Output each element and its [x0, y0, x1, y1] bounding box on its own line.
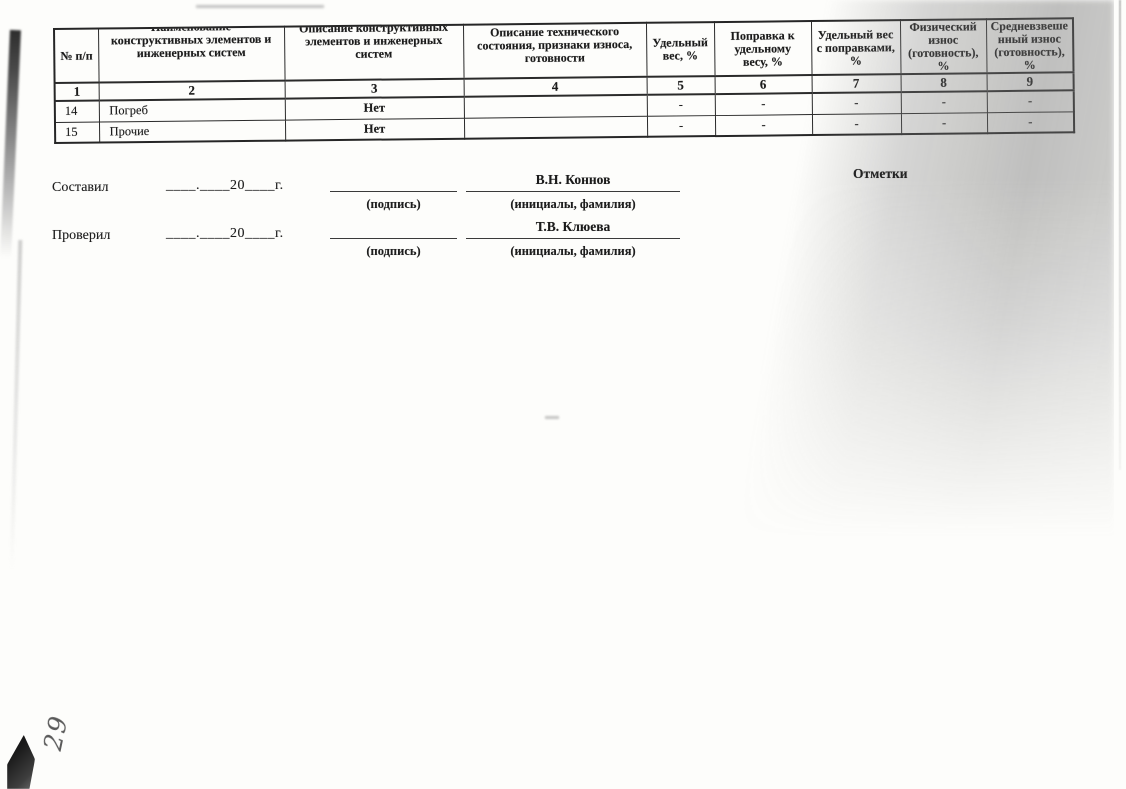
col-num-7: 7 [811, 74, 901, 94]
header-weighted-wear: Средневзвеше нный износ (готовность), % [985, 18, 1074, 74]
checked-name-caption: (инициалы, фамилия) [510, 244, 636, 258]
compiled-name: В.Н. Коннов [535, 172, 611, 187]
row15-number: 15 [54, 121, 100, 143]
header-weight-correction: Поправка к удельному весу, % [713, 21, 812, 77]
header-element-name: Наименование конструктивных элементов и … [98, 26, 285, 83]
checked-name-line [466, 238, 680, 239]
header-technical-condition: Описание технического состояния, признак… [462, 22, 647, 79]
row14-correction: - [714, 93, 812, 116]
row14-corrected-weight: - [811, 92, 901, 115]
header-element-description: Описание конструктивных элементов и инже… [283, 24, 464, 81]
checked-signature-line [330, 238, 457, 239]
scan-speck [545, 416, 559, 419]
compiled-name-caption: (инициалы, фамилия) [510, 197, 636, 211]
scan-corner-shadow-bottom-left [7, 735, 35, 789]
header-physical-wear: Физический износ (готовность), % [899, 19, 987, 75]
row14-weighted-wear: - [986, 90, 1074, 113]
row15-correction: - [714, 114, 813, 137]
row14-number: 14 [54, 100, 99, 122]
row15-physical-wear: - [900, 112, 988, 135]
header-row-number: № п/п [54, 28, 99, 83]
condition-assessment-table: № п/п Наименование конструктивных элемен… [53, 17, 1076, 144]
col-num-4: 4 [463, 76, 647, 97]
scan-page-edge-line [1119, 0, 1121, 470]
scan-smudge-top [196, 5, 324, 8]
checked-date-blank: ____.____20____г. [166, 226, 284, 241]
row14-physical-wear: - [900, 91, 987, 114]
checked-by-label: Проверил [52, 228, 111, 243]
header-corrected-weight: Удельный вес с поправками, % [810, 20, 901, 76]
col-num-1: 1 [54, 82, 99, 101]
col-num-2: 2 [98, 80, 285, 101]
compiled-name-line [466, 191, 680, 192]
row15-weight: - [646, 115, 716, 137]
scan-edge-shadow-left-tail [9, 240, 23, 570]
compiled-by-label: Составил [52, 180, 109, 195]
col-num-5: 5 [646, 76, 715, 95]
row15-condition [463, 115, 648, 139]
row15-description: Нет [284, 117, 465, 141]
handwritten-page-number: 29 [38, 711, 74, 754]
col-num-9: 9 [986, 72, 1074, 92]
row15-weighted-wear: - [986, 111, 1075, 134]
col-num-6: 6 [714, 75, 812, 95]
marks-label: Отметки [853, 166, 908, 181]
compiled-signature-caption: (подпись) [366, 197, 421, 211]
row14-condition [463, 94, 647, 118]
row14-element: Погреб [98, 98, 285, 122]
compiled-signature-line [330, 191, 457, 192]
row14-weight: - [646, 94, 715, 116]
scan-edge-shadow-top-left [0, 29, 21, 259]
compiled-date-blank: ____.____20____г. [166, 178, 284, 193]
row14-description: Нет [284, 96, 464, 120]
checked-name: Т.В. Клюева [535, 219, 611, 234]
col-num-3: 3 [284, 78, 464, 99]
header-specific-weight: Удельный вес, % [645, 22, 715, 77]
col-num-8: 8 [900, 73, 987, 93]
row15-element: Прочие [98, 119, 286, 143]
checked-signature-caption: (подпись) [366, 244, 421, 258]
row15-corrected-weight: - [811, 113, 902, 136]
